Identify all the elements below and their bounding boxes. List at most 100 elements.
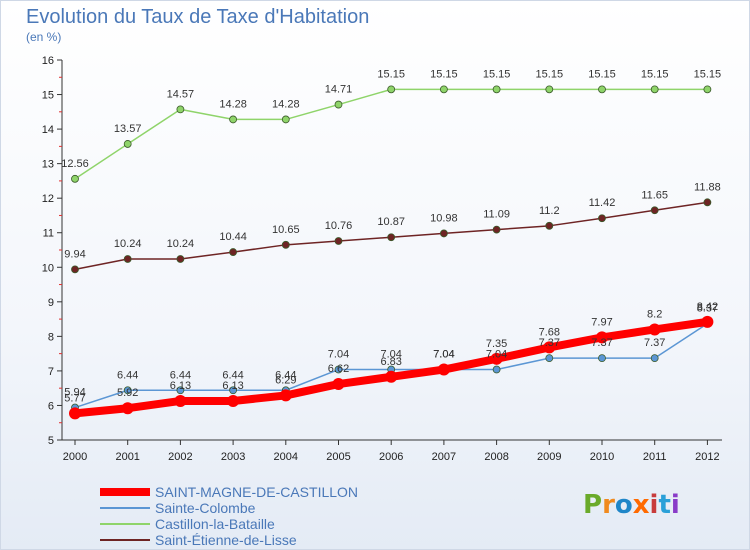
data-point [490, 352, 503, 365]
legend-swatch [100, 539, 150, 541]
data-label: 5.92 [117, 387, 138, 399]
y-tick-label: 10 [42, 262, 54, 274]
y-tick-label: 12 [42, 193, 54, 205]
data-point [334, 365, 343, 374]
data-point [174, 394, 187, 407]
data-label: 6.29 [275, 374, 296, 386]
data-point [545, 354, 554, 363]
data-label: 10.65 [272, 224, 300, 236]
logo-letter: r [602, 490, 615, 520]
series-layer [69, 85, 714, 420]
x-tick-label: 2000 [63, 451, 87, 463]
data-label: 7.37 [591, 337, 612, 349]
data-point [281, 240, 290, 249]
data-label: 14.28 [272, 98, 300, 110]
data-label: 6.44 [275, 369, 296, 381]
data-point [598, 214, 606, 223]
data-point [650, 85, 659, 94]
data-point [385, 370, 398, 383]
logo-letter: i [649, 490, 659, 520]
data-point [596, 331, 608, 344]
data-point [545, 85, 554, 94]
x-tick-label: 2008 [484, 451, 508, 463]
data-label: 7.35 [486, 338, 507, 350]
data-label: 8.37 [697, 303, 718, 315]
data-label: 7.04 [328, 349, 349, 361]
x-tick-label: 2003 [221, 451, 245, 463]
y-tick-label: 7 [48, 366, 54, 378]
data-label: 7.04 [433, 349, 454, 361]
data-point [703, 198, 712, 207]
logo-letter: P [583, 490, 603, 520]
data-label: 5.94 [64, 387, 85, 399]
data-point [123, 255, 132, 263]
data-point [598, 354, 606, 363]
x-tick-label: 2011 [643, 451, 667, 463]
legend-label: Sainte-Colombe [155, 500, 256, 516]
data-label: 7.37 [644, 337, 665, 349]
y-tick-label: 11 [43, 228, 54, 240]
data-point [71, 174, 79, 183]
x-tick-label: 2006 [379, 451, 403, 463]
y-tick-label: 5 [48, 435, 54, 447]
data-label: 10.24 [167, 238, 195, 250]
data-point [387, 233, 396, 242]
data-labels-layer: 5.77 5.926.13 6.13 6.296.626.837.047.357.68… [61, 68, 721, 404]
data-point [229, 386, 238, 395]
chart-subtitle: (en %) [26, 30, 62, 44]
y-tick-label: 14 [42, 124, 54, 136]
data-point [648, 323, 661, 336]
data-label: 15.15 [377, 68, 405, 80]
data-label: 10.44 [219, 231, 247, 243]
data-label: 15.15 [694, 68, 722, 80]
data-point [281, 115, 290, 124]
data-label: 11.2 [539, 205, 560, 217]
data-point [121, 402, 134, 415]
chart-axes: 5 6 7 8 9 10 11 12 13 14 15 16 2000 2001 2002 2003 2004 2… [42, 55, 722, 463]
data-point [176, 105, 185, 114]
legend-swatch [100, 507, 150, 509]
data-label: 15.15 [483, 68, 511, 80]
series-line-2 [74, 88, 709, 180]
data-label: 7.37 [539, 337, 560, 349]
data-point [227, 394, 240, 407]
data-label: 6.44 [117, 369, 138, 381]
data-point [279, 389, 292, 402]
data-point [332, 378, 345, 391]
chart-title: Evolution du Taux de Taxe d'Habitation [26, 6, 370, 28]
data-label: 6.62 [328, 363, 349, 375]
data-label: 5.77 [64, 392, 85, 404]
x-tick-label: 2010 [590, 451, 614, 463]
data-label: 6.13 [222, 380, 243, 392]
logo-letter: t [658, 490, 671, 520]
data-label: 15.15 [536, 68, 564, 80]
x-tick-label: 2009 [537, 451, 561, 463]
x-tick-label: 2012 [695, 451, 719, 463]
data-point [598, 85, 606, 94]
data-label: 6.44 [222, 369, 243, 381]
data-point [69, 407, 81, 420]
data-point [439, 85, 448, 94]
data-label: 8.42 [697, 301, 718, 313]
x-tick-label: 2007 [432, 451, 456, 463]
y-tick-label: 8 [48, 331, 54, 343]
logo-letter: x [632, 490, 650, 520]
data-label: 14.57 [167, 88, 195, 100]
legend-swatch [100, 488, 150, 496]
x-tick-label: 2005 [326, 451, 350, 463]
data-point [492, 85, 501, 94]
data-point [492, 225, 501, 234]
data-point [701, 315, 714, 328]
data-point [176, 255, 185, 263]
data-label: 12.56 [61, 158, 89, 170]
data-point [334, 237, 343, 245]
x-tick-label: 2001 [115, 451, 139, 463]
data-label: 11.88 [694, 181, 721, 193]
legend-label: SAINT-MAGNE-DE-CASTILLON [155, 484, 359, 500]
data-label: 6.13 [170, 380, 191, 392]
data-label: 9.94 [64, 248, 85, 260]
data-label: 14.28 [219, 98, 247, 110]
logo-letter: i [670, 490, 680, 520]
